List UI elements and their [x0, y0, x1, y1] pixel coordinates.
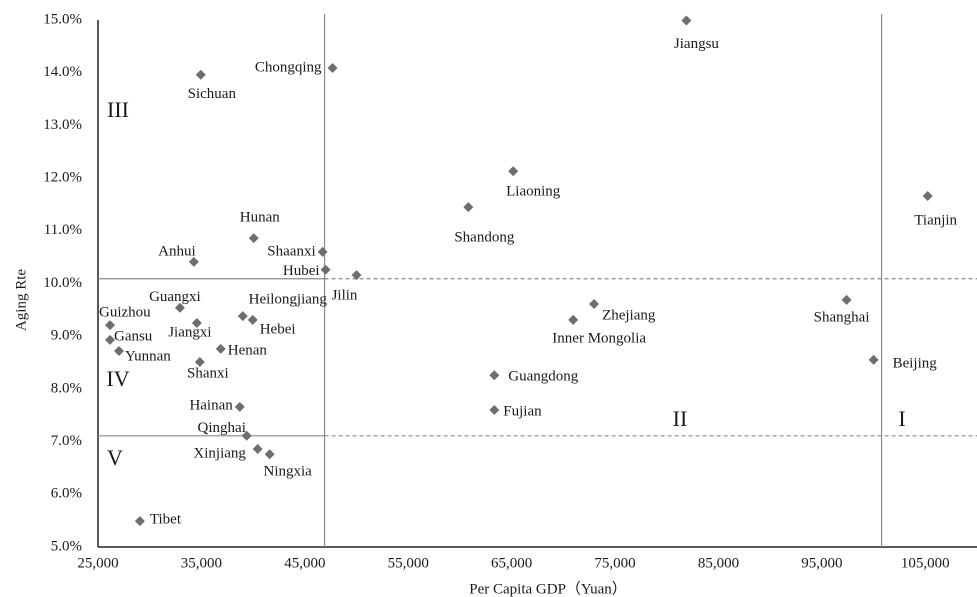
x-tick-label: 25,000 [77, 555, 118, 571]
point-label: Beijing [893, 355, 938, 371]
point [241, 430, 252, 441]
point-label: Shanxi [187, 365, 229, 381]
point-label: Shaanxi [267, 243, 315, 259]
point [868, 354, 879, 365]
point [463, 202, 474, 213]
point [104, 334, 115, 345]
point [194, 357, 205, 368]
y-tick-label: 6.0% [51, 486, 82, 502]
point [195, 69, 206, 80]
point-label: Sichuan [188, 86, 237, 102]
point [568, 314, 579, 325]
x-tick-label: 35,000 [181, 555, 222, 571]
y-tick-label: 11.0% [44, 222, 82, 238]
y-axis-label: Aging Rte [13, 269, 29, 331]
point-label: Jiangsu [674, 36, 720, 52]
point [681, 15, 692, 26]
point [489, 370, 500, 381]
x-tick-label: 55,000 [388, 555, 429, 571]
point [327, 62, 338, 73]
point [508, 166, 519, 177]
point-label: Zhejiang [602, 307, 656, 323]
x-tick-label: 85,000 [698, 555, 739, 571]
point-label: Anhui [158, 243, 196, 259]
x-tick-label: 105,000 [901, 555, 950, 571]
point-label: Xinjiang [193, 445, 246, 461]
point-label: Qinghai [198, 420, 246, 436]
point-label: Jilin [332, 288, 358, 304]
region-label: V [107, 445, 123, 470]
point-label: Tianjin [914, 212, 957, 228]
y-tick-label: 5.0% [51, 538, 82, 554]
region-label: I [898, 406, 905, 431]
region-label: IV [106, 366, 129, 391]
y-tick-label: 10.0% [43, 275, 82, 291]
y-tick-label: 8.0% [51, 380, 82, 396]
point-label: Jiangxi [168, 324, 211, 340]
point [922, 191, 933, 202]
point-label: Hebei [260, 321, 296, 337]
region-label: II [673, 406, 688, 431]
point [237, 311, 248, 322]
point-label: Shanghai [814, 309, 870, 325]
point [113, 345, 124, 356]
point-label: Chongqing [255, 59, 322, 75]
point-label: Hunan [240, 210, 280, 226]
point-label: Guizhou [99, 305, 151, 321]
point-label: Gansu [114, 328, 153, 344]
point [489, 404, 500, 415]
point-label: Liaoning [506, 184, 561, 200]
point [188, 256, 199, 267]
point [134, 516, 145, 527]
y-tick-label: 14.0% [43, 64, 82, 80]
point [215, 343, 226, 354]
y-tick-label: 7.0% [51, 433, 82, 449]
y-tick-label: 13.0% [43, 117, 82, 133]
point-label: Tibet [150, 512, 182, 528]
point [317, 246, 328, 257]
point [248, 233, 259, 244]
point [252, 443, 263, 454]
point-label: Hainan [189, 397, 233, 413]
point-label: Ningxia [263, 464, 312, 480]
point [174, 302, 185, 313]
point-label: Inner Mongolia [552, 330, 646, 346]
point-label: Guangdong [508, 369, 578, 385]
y-tick-label: 9.0% [51, 328, 82, 344]
point [104, 320, 115, 331]
point-label: Henan [228, 342, 268, 358]
point [191, 318, 202, 329]
point-label: Guangxi [149, 289, 201, 305]
x-tick-label: 45,000 [284, 555, 325, 571]
point-label: Heilongjiang [249, 292, 328, 308]
x-axis-label: Per Capita GDP（Yuan） [469, 580, 627, 597]
x-tick-label: 75,000 [594, 555, 635, 571]
y-tick-label: 12.0% [43, 170, 82, 186]
point [264, 449, 275, 460]
x-tick-label: 65,000 [491, 555, 532, 571]
point-label: Hubei [283, 263, 320, 279]
y-tick-label: 15.0% [43, 11, 82, 27]
point-label: Fujian [503, 403, 542, 419]
x-tick-label: 95,000 [801, 555, 842, 571]
point [247, 314, 258, 325]
point [841, 294, 852, 305]
point [320, 264, 331, 275]
region-label: III [107, 97, 129, 122]
point-label: Shandong [454, 230, 515, 246]
point-label: Yunnan [125, 348, 171, 364]
point [589, 299, 600, 310]
point [234, 401, 245, 412]
point [351, 270, 362, 281]
